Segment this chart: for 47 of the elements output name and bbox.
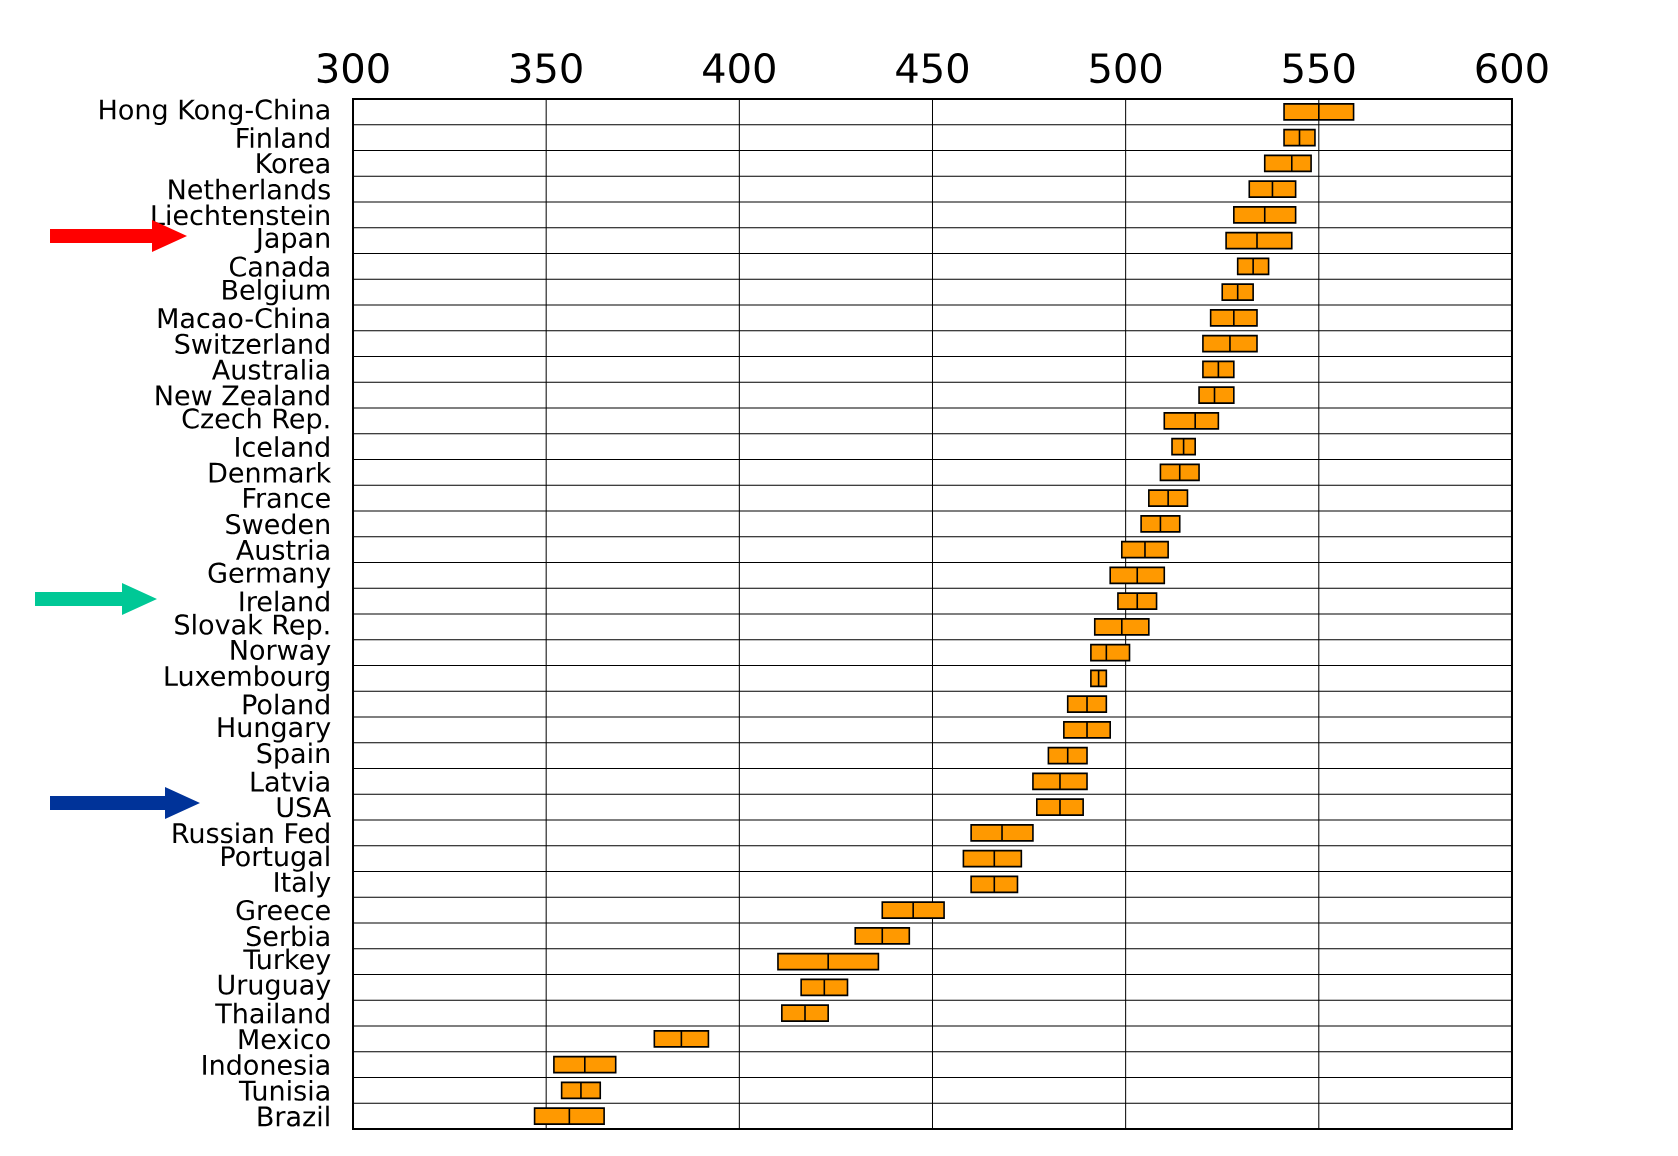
y-tick-label: Germany: [208, 562, 331, 589]
y-tick-label: Belgium: [223, 279, 329, 306]
y-tick-label: Hungary: [218, 717, 331, 743]
y-tick-label: Serbia: [246, 925, 329, 947]
y-tick-label: Luxembourg: [165, 665, 329, 692]
y-tick-label: Poland: [243, 693, 329, 715]
y-tick-label: Korea: [257, 153, 329, 174]
y-tick-label: Norway: [231, 639, 331, 666]
y-tick-label: Austria: [236, 539, 329, 561]
y-tick-label: Greece: [236, 899, 330, 921]
y-tick-label: Netherlands: [169, 178, 330, 200]
y-tick-label: Uruguay: [218, 974, 331, 1001]
y-tick-label: Hong Kong-China: [100, 98, 329, 125]
y-tick-label: Liechtenstein: [152, 204, 329, 226]
x-tick-label: 600: [1476, 52, 1548, 84]
y-tick-label: Portugal: [222, 845, 329, 872]
y-tick-label: Macao-China: [158, 307, 329, 329]
y-tick-label: USA: [277, 796, 331, 818]
y-tick-label: Ireland: [240, 590, 329, 612]
y-tick-label: Australia: [211, 358, 329, 380]
y-tick-label: Tunisia: [238, 1079, 329, 1101]
y-tick-label: Slovak Rep.: [175, 613, 329, 640]
y-tick-label: Sweden: [226, 513, 329, 535]
y-tick-label: New Zealand: [156, 384, 329, 406]
y-tick-label: Canada: [229, 255, 329, 277]
y-tick-label: Indonesia: [203, 1054, 329, 1076]
y-tick-label: Turkey: [243, 948, 331, 975]
y-tick-label: France: [244, 488, 330, 509]
x-tick-label: 300: [317, 52, 389, 84]
y-tick-label: Latvia: [251, 770, 329, 792]
y-tick-label: Switzerland: [175, 333, 329, 355]
y-tick-label: Spain: [257, 742, 329, 769]
x-tick-label: 350: [511, 52, 582, 84]
x-tick-label: 500: [1090, 52, 1162, 84]
x-tick-label: 400: [703, 52, 775, 84]
y-tick-label: Japan: [254, 228, 329, 254]
y-tick-label: Italy: [275, 871, 331, 898]
y-tick-label: Russian Fed: [173, 822, 329, 844]
x-tick-label: 450: [896, 52, 968, 84]
y-tick-label: Iceland: [236, 436, 329, 458]
y-tick-label: Thailand: [215, 1002, 329, 1024]
y-tick-label: Brazil: [258, 1105, 329, 1127]
x-tick-label: 550: [1283, 52, 1355, 84]
y-tick-label: Finland: [237, 127, 329, 149]
y-tick-label: Denmark: [209, 461, 332, 483]
y-tick-label: Mexico: [239, 1028, 330, 1050]
y-tick-label: Czech Rep.: [182, 407, 329, 434]
